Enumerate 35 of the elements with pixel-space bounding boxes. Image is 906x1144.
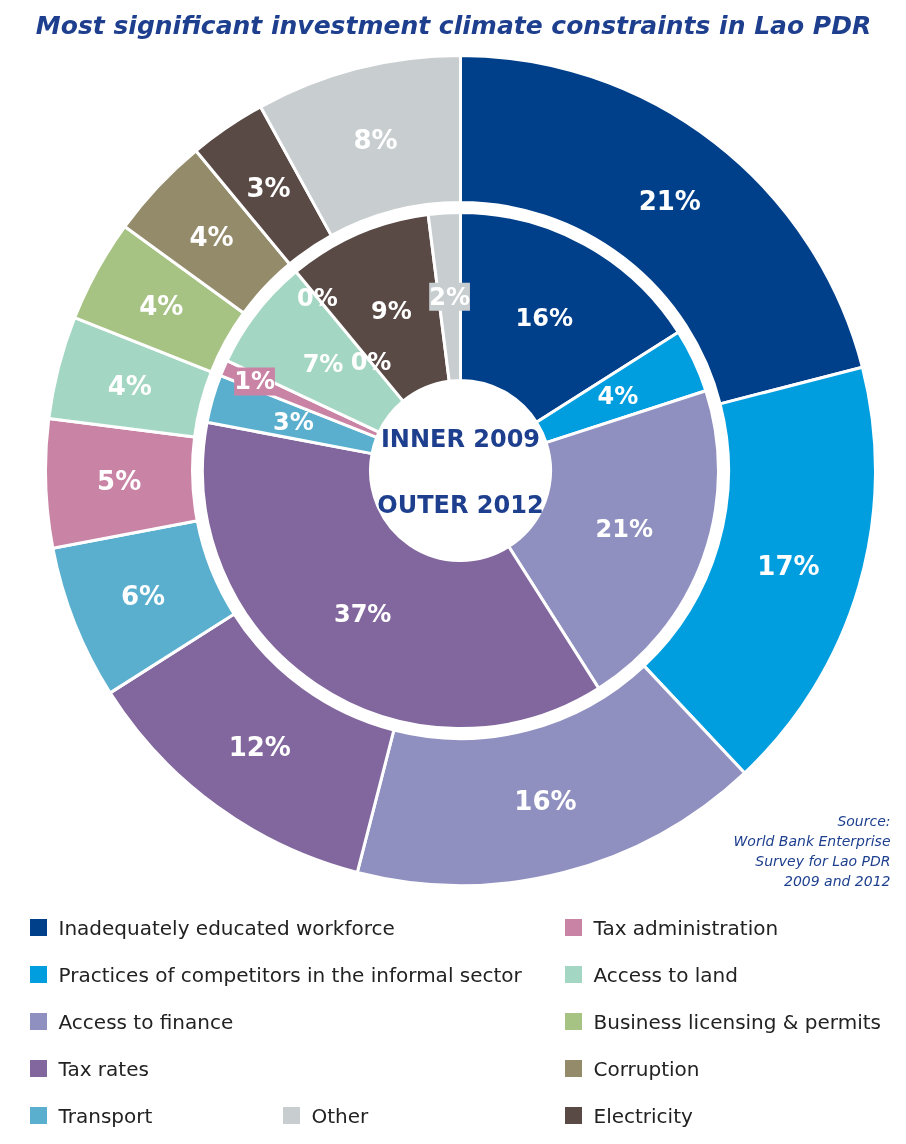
data-label: 12%	[228, 731, 291, 762]
text: 0%	[297, 283, 338, 312]
data-label: 16%	[514, 786, 577, 817]
legend-label: Inadequately educated workforce	[58, 915, 395, 940]
legend-label: Access to land	[593, 962, 738, 987]
legend-label: Business licensing & permits	[593, 1009, 881, 1034]
data-label: 3%	[273, 407, 314, 436]
data-label: 16%	[515, 304, 574, 333]
data-label: 4%	[107, 370, 152, 401]
text: OUTER 2012	[377, 490, 544, 519]
text: INNER 2009	[380, 424, 541, 453]
legend-label: Electricity	[593, 1103, 694, 1128]
data-label: 37%	[333, 600, 392, 629]
legend-label: Other	[311, 1103, 370, 1128]
legend-label: Tax administration	[592, 915, 779, 940]
data-label: 5%	[97, 466, 142, 497]
legend-label: Tax rates	[57, 1056, 149, 1081]
legend-label: Access to finance	[58, 1009, 234, 1034]
chart-title: Most significant investment climate constraints in Lao PDR	[35, 11, 872, 40]
data-label: 4%	[139, 290, 184, 321]
data-label: 9%	[371, 296, 412, 325]
data-label: 4%	[597, 382, 639, 411]
data-label: 1%	[234, 367, 275, 396]
legend-label: Corruption	[593, 1056, 700, 1081]
text: 0%	[350, 348, 392, 377]
data-label: 6%	[120, 581, 166, 612]
data-label: 7%	[302, 349, 344, 378]
legend-label: Transport	[57, 1103, 153, 1128]
data-label: 17%	[757, 550, 820, 581]
data-label: 21%	[638, 185, 701, 216]
data-label: 4%	[189, 221, 234, 252]
data-label: 3%	[246, 173, 291, 204]
data-label: 21%	[595, 515, 653, 544]
source-note: Source: World Bank Enterprise Survey for Lao PDR 2009 and 2012	[733, 812, 891, 889]
legend-label: Practices of competitors in the informal sector	[58, 962, 523, 987]
